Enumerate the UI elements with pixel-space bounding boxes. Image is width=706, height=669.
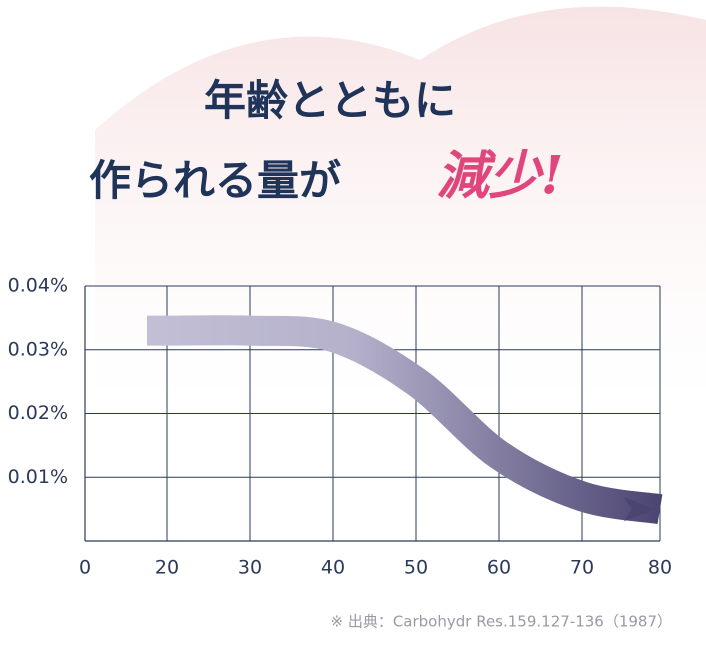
x-tick-label: 70 [570, 557, 594, 579]
title-emphasis: 減少! [437, 146, 564, 207]
x-tick-label: 20 [155, 557, 179, 579]
x-tick-label: 60 [487, 557, 511, 579]
arrow-head [624, 497, 656, 522]
y-tick-label: 0.04% [8, 275, 68, 297]
subtitle: 作られる量が [89, 156, 341, 205]
x-tick-label: 40 [321, 557, 345, 579]
y-tick-label: 0.01% [8, 466, 68, 488]
x-tick-label: 30 [238, 557, 262, 579]
y-tick-label: 0.02% [8, 402, 68, 424]
x-tick-label: 0 [79, 557, 91, 579]
x-tick-label: 80 [648, 557, 672, 579]
background-illustration [95, 6, 706, 401]
title: 年齢とともに [204, 76, 456, 125]
source-note: ※ 出典：Carbohydr Res.159.127-136（1987） [330, 613, 672, 631]
trend-arrow [147, 315, 663, 524]
x-tick-label: 50 [404, 557, 428, 579]
y-tick-label: 0.03% [8, 338, 68, 360]
